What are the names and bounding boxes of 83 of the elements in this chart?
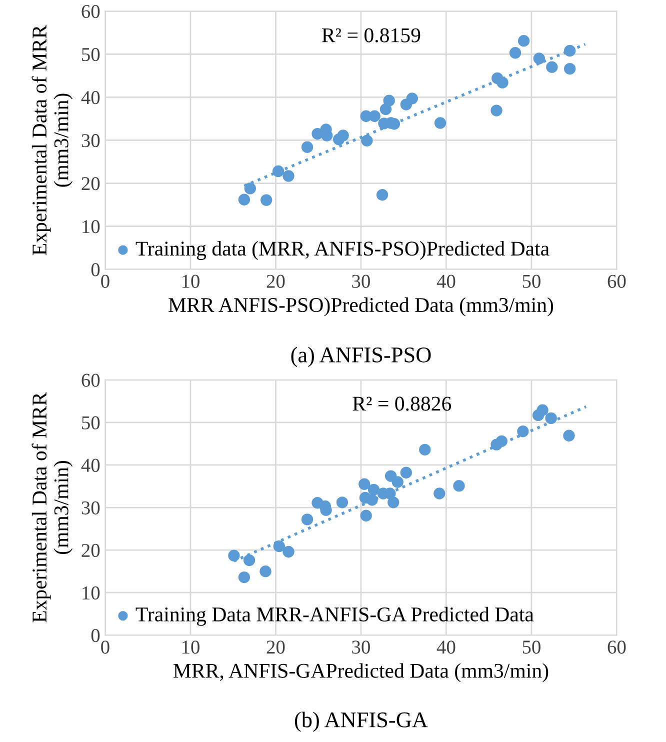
point: [509, 47, 522, 59]
point: [517, 426, 529, 438]
point: [282, 170, 294, 182]
point: [238, 194, 250, 206]
point: [406, 92, 418, 104]
y-tick-label: 20: [82, 544, 100, 558]
point: [496, 76, 508, 88]
point: [545, 412, 557, 424]
annotation: R² = 0.8159: [322, 28, 420, 42]
point: [228, 550, 240, 562]
point: [260, 565, 272, 578]
point: [282, 546, 294, 558]
y-tick-label: 20: [82, 177, 100, 190]
point: [244, 182, 256, 194]
x-tick-label: 10: [182, 274, 200, 288]
point: [546, 61, 558, 73]
y-tick-label: 10: [82, 586, 100, 600]
x-tick-label: 60: [608, 640, 626, 654]
y-tick-label: 10: [82, 220, 100, 234]
point: [496, 435, 508, 448]
x-tick-label: 20: [266, 274, 285, 288]
y-tick-label: 60: [82, 4, 100, 18]
point: [238, 571, 250, 584]
point: [260, 194, 272, 206]
x-axis-title: MRR ANFIS-PSO)Predicted Data (mm3/min): [168, 297, 554, 316]
point: [272, 165, 284, 178]
point: [376, 189, 388, 201]
y-axis-title: Experimental Data of MRR (mm3/min): [32, 24, 73, 256]
point: [360, 510, 372, 522]
x-tick-label: 0: [101, 274, 110, 288]
annotation: R² = 0.8826: [352, 396, 452, 411]
point: [301, 514, 314, 526]
point: [368, 484, 380, 496]
point: [337, 130, 349, 142]
point: [533, 52, 545, 64]
point: [336, 496, 348, 508]
point: [383, 94, 395, 106]
x-tick-label: 50: [522, 640, 540, 654]
point: [518, 34, 530, 47]
y-tick-label: 30: [82, 134, 100, 148]
point: [358, 478, 370, 490]
x-tick-label: 0: [101, 640, 110, 654]
point: [388, 496, 400, 508]
y-tick-label: 50: [82, 48, 100, 62]
point: [243, 554, 256, 566]
x-tick-label: 10: [182, 640, 200, 654]
point: [400, 466, 412, 478]
y-tick-label: 60: [82, 374, 100, 387]
point: [273, 540, 285, 552]
legend-label: Training data (MRR, ANFIS-PSO)Predicted Data: [136, 241, 550, 260]
x-tick-label: 30: [352, 640, 370, 654]
point: [419, 444, 431, 456]
y-tick-label: 0: [91, 263, 100, 276]
y-tick-label: 40: [81, 91, 100, 104]
x-axis-title: MRR, ANFIS-GAPredicted Data (mm3/min): [174, 663, 548, 682]
x-tick-label: 50: [522, 274, 540, 288]
y-axis-title: Experimental Data of MRR (mm3/min): [32, 392, 73, 622]
point: [368, 110, 380, 122]
text: (b) ANFIS-GA: [294, 712, 428, 732]
x-tick-label: 60: [608, 274, 626, 288]
y-tick-label: 30: [82, 501, 100, 514]
point: [366, 494, 378, 506]
point: [434, 117, 446, 129]
point: [392, 476, 404, 488]
text: (a) ANFIS-PSO: [291, 346, 431, 367]
x-tick-label: 40: [436, 274, 456, 288]
point: [536, 404, 548, 416]
point: [434, 488, 446, 500]
y-tick-label: 0: [91, 628, 100, 642]
point: [380, 103, 392, 116]
point: [490, 104, 502, 116]
point: [301, 141, 314, 153]
legend-label: Training Data MRR-ANFIS-GA Predicted Data: [136, 606, 534, 626]
point: [563, 430, 575, 442]
x-tick-label: 20: [266, 640, 285, 654]
x-tick-label: 40: [436, 640, 456, 654]
y-tick-label: 50: [82, 416, 100, 430]
x-tick-label: 30: [352, 274, 370, 288]
point: [453, 480, 465, 492]
point: [361, 134, 373, 147]
point: [564, 62, 576, 75]
y-tick-label: 40: [81, 458, 100, 472]
point: [564, 44, 576, 57]
